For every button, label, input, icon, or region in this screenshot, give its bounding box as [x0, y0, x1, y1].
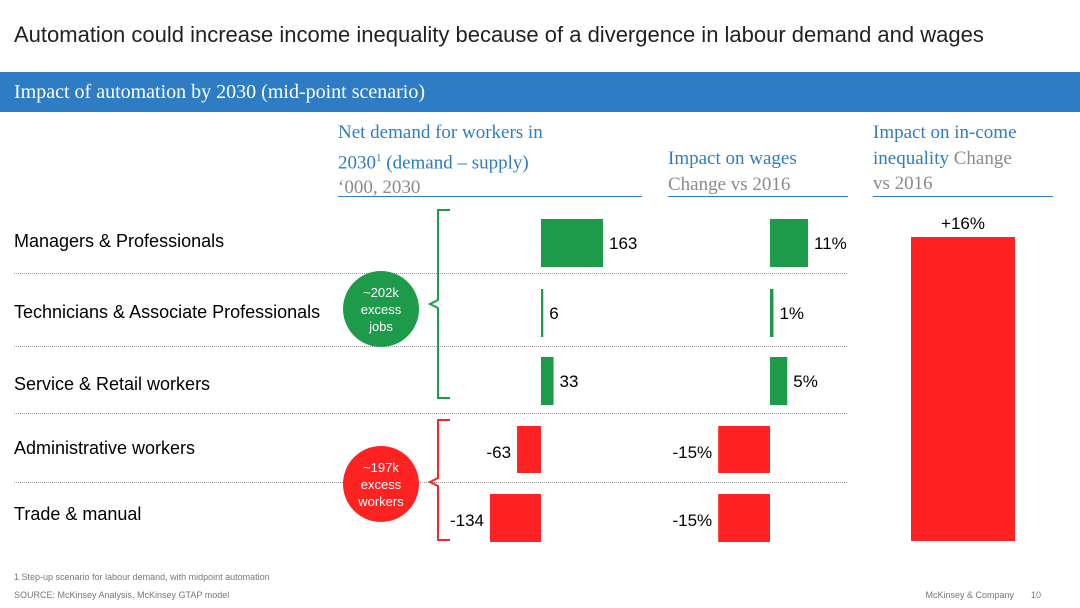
inequality-value-label: +16%	[941, 214, 985, 233]
row-label-administrative: Administrative workers	[14, 438, 196, 458]
demand-value-label: 6	[549, 304, 558, 323]
red-bracket	[427, 419, 450, 541]
wages-bar	[770, 357, 788, 405]
row-separator	[14, 413, 847, 414]
row-separator	[14, 346, 847, 347]
row-separator	[14, 273, 847, 274]
wages-bar	[770, 219, 808, 267]
wages-header-unit: Change vs 2016	[668, 173, 791, 195]
wages-value-label: 1%	[779, 304, 804, 323]
demand-bar	[490, 494, 541, 542]
inequality-header-line1: Impact on in-come	[873, 122, 1017, 143]
row-label-service: Service & Retail workers	[14, 374, 211, 394]
demand-header-rule	[338, 196, 642, 197]
green-bracket	[427, 209, 450, 399]
inequality-bar	[911, 237, 1015, 541]
page-number: 10	[1031, 590, 1042, 600]
demand-bar	[541, 357, 554, 405]
wages-value-label: -15%	[672, 443, 712, 462]
section-banner: Impact of automation by 2030 (mid-point …	[0, 72, 1080, 112]
footnote: 1 Step-up scenario for labour demand, wi…	[14, 572, 270, 582]
demand-bar	[541, 289, 544, 337]
row-label-technicians: Technicians & Associate Professionals	[14, 302, 321, 322]
excess-jobs-circle: ~202k excess jobs	[343, 271, 419, 347]
source-note: SOURCE: McKinsey Analysis, McKinsey GTAP…	[14, 590, 230, 600]
wages-header: Impact on wages Change vs 2016	[668, 146, 797, 197]
wages-bar	[718, 426, 770, 473]
wages-value-label: -15%	[672, 511, 712, 530]
banner-title: Impact of automation by 2030 (mid-point …	[14, 81, 426, 103]
slide-title: Automation could increase income inequal…	[14, 22, 984, 47]
wages-header-rule	[668, 196, 848, 197]
demand-value-label: -134	[450, 511, 484, 530]
demand-value-label: 163	[609, 234, 637, 253]
row-label-managers: Managers & Professionals	[14, 231, 225, 251]
inequality-header: Impact on in-come inequality Change vs 2…	[873, 120, 1017, 197]
wages-bar	[718, 494, 770, 542]
demand-header-unit: ‘000, 2030	[338, 177, 421, 199]
demand-header: Net demand for workers in 20301 (demand …	[338, 120, 543, 201]
demand-bar	[541, 219, 603, 267]
inequality-header-unit: vs 2016	[873, 173, 933, 194]
inequality-header-line2: inequality Change	[873, 147, 1012, 169]
company-name: McKinsey & Company	[925, 590, 1014, 600]
demand-bar	[517, 426, 541, 473]
demand-value-label: 33	[560, 372, 579, 391]
wages-value-label: 5%	[793, 372, 818, 391]
demand-value-label: -63	[486, 443, 511, 462]
wages-bar	[770, 289, 774, 337]
wages-header-line1: Impact on wages	[668, 148, 797, 169]
wages-value-label: 11%	[814, 234, 847, 253]
demand-header-line2: 20301 (demand – supply)	[338, 151, 529, 173]
row-label-trade: Trade & manual	[14, 504, 142, 524]
inequality-header-rule	[873, 196, 1053, 197]
demand-header-line1: Net demand for workers in	[338, 122, 543, 143]
excess-workers-circle: ~197k excess workers	[343, 446, 419, 522]
